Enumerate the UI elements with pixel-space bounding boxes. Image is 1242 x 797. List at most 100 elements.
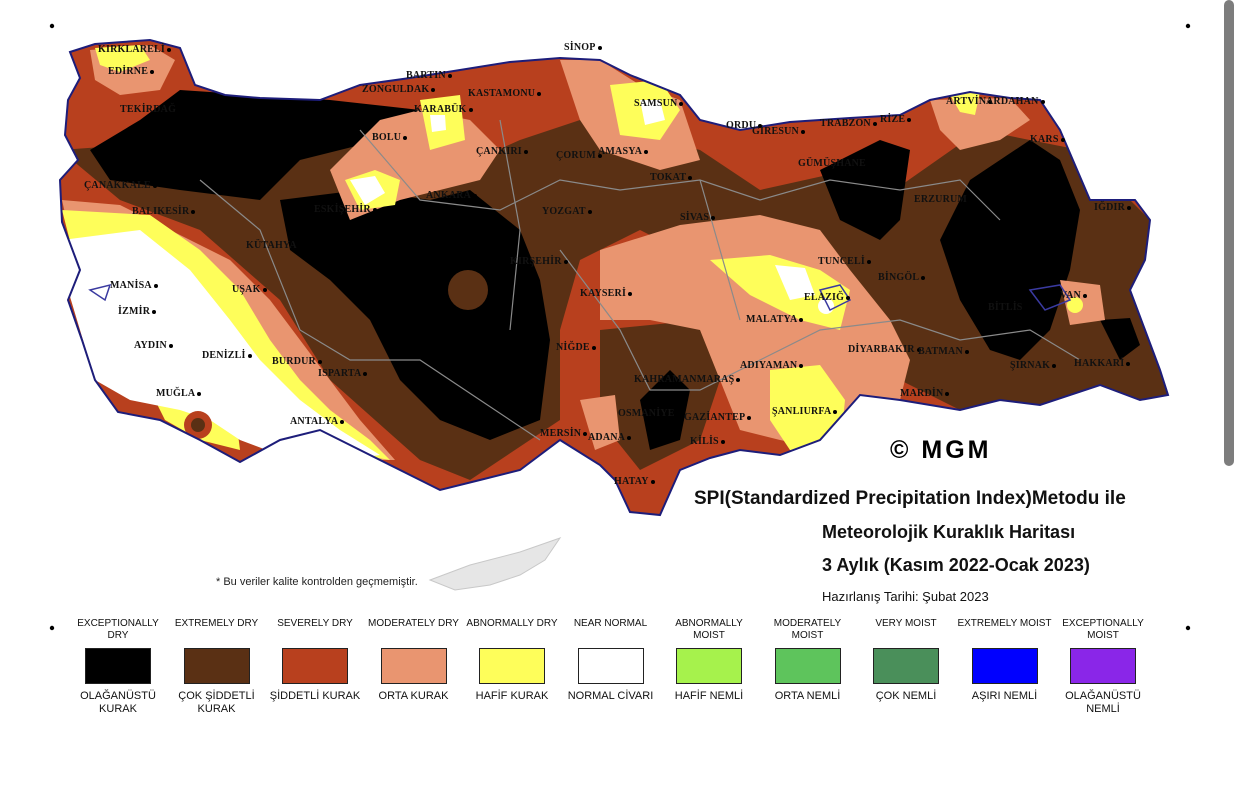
city-label: TRABZON: [820, 118, 877, 129]
city-dot: [628, 291, 633, 296]
city-label: GAZİANTEP: [684, 412, 752, 423]
city-dot: [431, 87, 436, 92]
city-name: BURDUR: [272, 356, 316, 367]
city-dot: [988, 99, 993, 104]
city-label: HAKKARİ: [1074, 358, 1131, 369]
city-name: DENİZLİ: [202, 350, 246, 361]
city-label: YOZGAT: [542, 206, 592, 217]
city-label: ANKARA: [426, 190, 478, 201]
city-name: KARABÜK: [414, 104, 467, 115]
city-dot: [168, 343, 173, 348]
city-name: KASTAMONU: [468, 88, 536, 99]
city-label: ESKİŞEHİR: [314, 204, 377, 215]
legend-item: SEVERELY DRY ŞİDDETLİ KURAK: [265, 618, 365, 703]
city-dot: [262, 287, 267, 292]
city-name: GİRESUN: [752, 126, 799, 137]
city-label: IĞDIR: [1094, 202, 1132, 213]
legend-english-label: SEVERELY DRY: [277, 618, 353, 629]
city-label: NİĞDE: [556, 342, 596, 353]
city-label: HATAY: [614, 476, 655, 487]
city-label: AMASYA: [598, 146, 649, 157]
legend-item: MODERATELY DRY ORTA KURAK: [364, 618, 464, 703]
legend-english-label: VERY MOIST: [875, 618, 937, 629]
city-name: AYDIN: [134, 340, 167, 351]
scrollbar[interactable]: [1224, 0, 1234, 466]
city-dot: [866, 259, 871, 264]
city-dot: [644, 149, 649, 154]
map-title-line-2: Meteorolojik Kuraklık Haritası: [822, 522, 1076, 542]
legend-turkish-label: NORMAL CİVARI: [567, 690, 654, 702]
city-dot: [800, 129, 805, 134]
city-dot: [197, 391, 202, 396]
city-name: EDİRNE: [108, 66, 149, 77]
legend-item: EXCEPTIONALLY DRY OLAĞANÜSTÜ KURAK: [68, 618, 168, 716]
legend-swatch: [380, 648, 447, 684]
legend-swatch: [577, 648, 644, 684]
legend-item: ABNORMALLY DRY HAFİF KURAK: [462, 618, 562, 703]
city-label: KARABÜK: [414, 104, 473, 115]
city-label: BİTLİS: [988, 302, 1029, 313]
city-label: ISPARTA: [318, 368, 368, 379]
city-name: SİVAS: [680, 212, 710, 223]
city-dot: [191, 209, 196, 214]
city-name: ORDU: [726, 120, 757, 131]
city-label: ZONGULDAK: [362, 84, 436, 95]
legend-english-label: ABNORMALLY DRY: [466, 618, 558, 629]
city-name: ANTALYA: [290, 416, 339, 427]
legend-turkish-label: HAFİF KURAK: [475, 690, 549, 702]
city-name: KIRKLARELİ: [98, 44, 166, 55]
legend-english-label: EXCEPTIONALLY DRY: [77, 618, 159, 641]
city-name: KAYSERİ: [580, 288, 627, 299]
legend-turkish-label: AŞIRI NEMLİ: [971, 690, 1038, 702]
city-dot: [178, 107, 183, 112]
legend-item: EXTREMELY DRY ÇOK ŞİDDETLİ KURAK: [167, 618, 267, 716]
city-dot: [1082, 293, 1087, 298]
city-label: KAHRAMANMARAŞ: [634, 374, 741, 385]
city-label: UŞAK: [232, 284, 267, 295]
city-dot: [583, 431, 588, 436]
city-name: TOKAT: [650, 172, 687, 183]
city-label: DİYARBAKIR: [848, 344, 921, 355]
city-label: ŞANLIURFA: [772, 406, 838, 417]
city-dot: [916, 347, 921, 352]
legend-item: MODERATELY MOIST ORTA NEMLİ: [758, 618, 858, 703]
city-label: EDİRNE: [108, 66, 155, 77]
city-name: MALATYA: [746, 314, 798, 325]
city-name: SİNOP: [564, 42, 596, 53]
city-name: AMASYA: [598, 146, 643, 157]
city-dot: [720, 439, 725, 444]
city-name: MANİSA: [110, 280, 152, 291]
city-name: ESKİŞEHİR: [314, 204, 371, 215]
city-label: KASTAMONU: [468, 88, 542, 99]
city-label: ÇORUM: [556, 150, 602, 161]
city-label: KAYSERİ: [580, 288, 633, 299]
legend-turkish-label: ÇOK NEMLİ: [875, 690, 937, 702]
city-dot: [372, 207, 377, 212]
city-dot: [736, 377, 741, 382]
city-name: HATAY: [614, 476, 649, 487]
city-name: RİZE: [880, 114, 906, 125]
city-name: VAN: [1060, 290, 1081, 301]
city-dot: [587, 209, 592, 214]
city-label: KİLİS: [690, 436, 725, 447]
city-label: RİZE: [880, 114, 912, 125]
city-dot: [537, 91, 542, 96]
legend-swatch: [676, 648, 742, 684]
city-name: UŞAK: [232, 284, 261, 295]
city-dot: [152, 183, 157, 188]
city-name: ARDAHAN: [986, 96, 1039, 107]
city-label: VAN: [1060, 290, 1087, 301]
city-label: KIRKLARELİ: [98, 44, 172, 55]
legend-turkish-label: ORTA KURAK: [378, 690, 449, 702]
legend-swatch: [971, 648, 1038, 684]
prepared-date: Hazırlanış Tarihi: Şubat 2023: [822, 589, 989, 604]
city-name: BARTIN: [406, 70, 446, 81]
city-dot: [833, 409, 838, 414]
city-name: TRABZON: [820, 118, 871, 129]
city-label: ÇANAKKALE: [84, 180, 157, 191]
city-label: BARTIN: [406, 70, 452, 81]
legend-turkish-label: OLAĞANÜSTÜ NEMLİ: [1065, 690, 1141, 715]
map-title-line-3: 3 Aylık (Kasım 2022-Ocak 2023): [822, 555, 1090, 575]
legend-turkish-label: ŞİDDETLİ KURAK: [269, 690, 361, 702]
legend-turkish-label: HAFİF NEMLİ: [674, 690, 744, 702]
